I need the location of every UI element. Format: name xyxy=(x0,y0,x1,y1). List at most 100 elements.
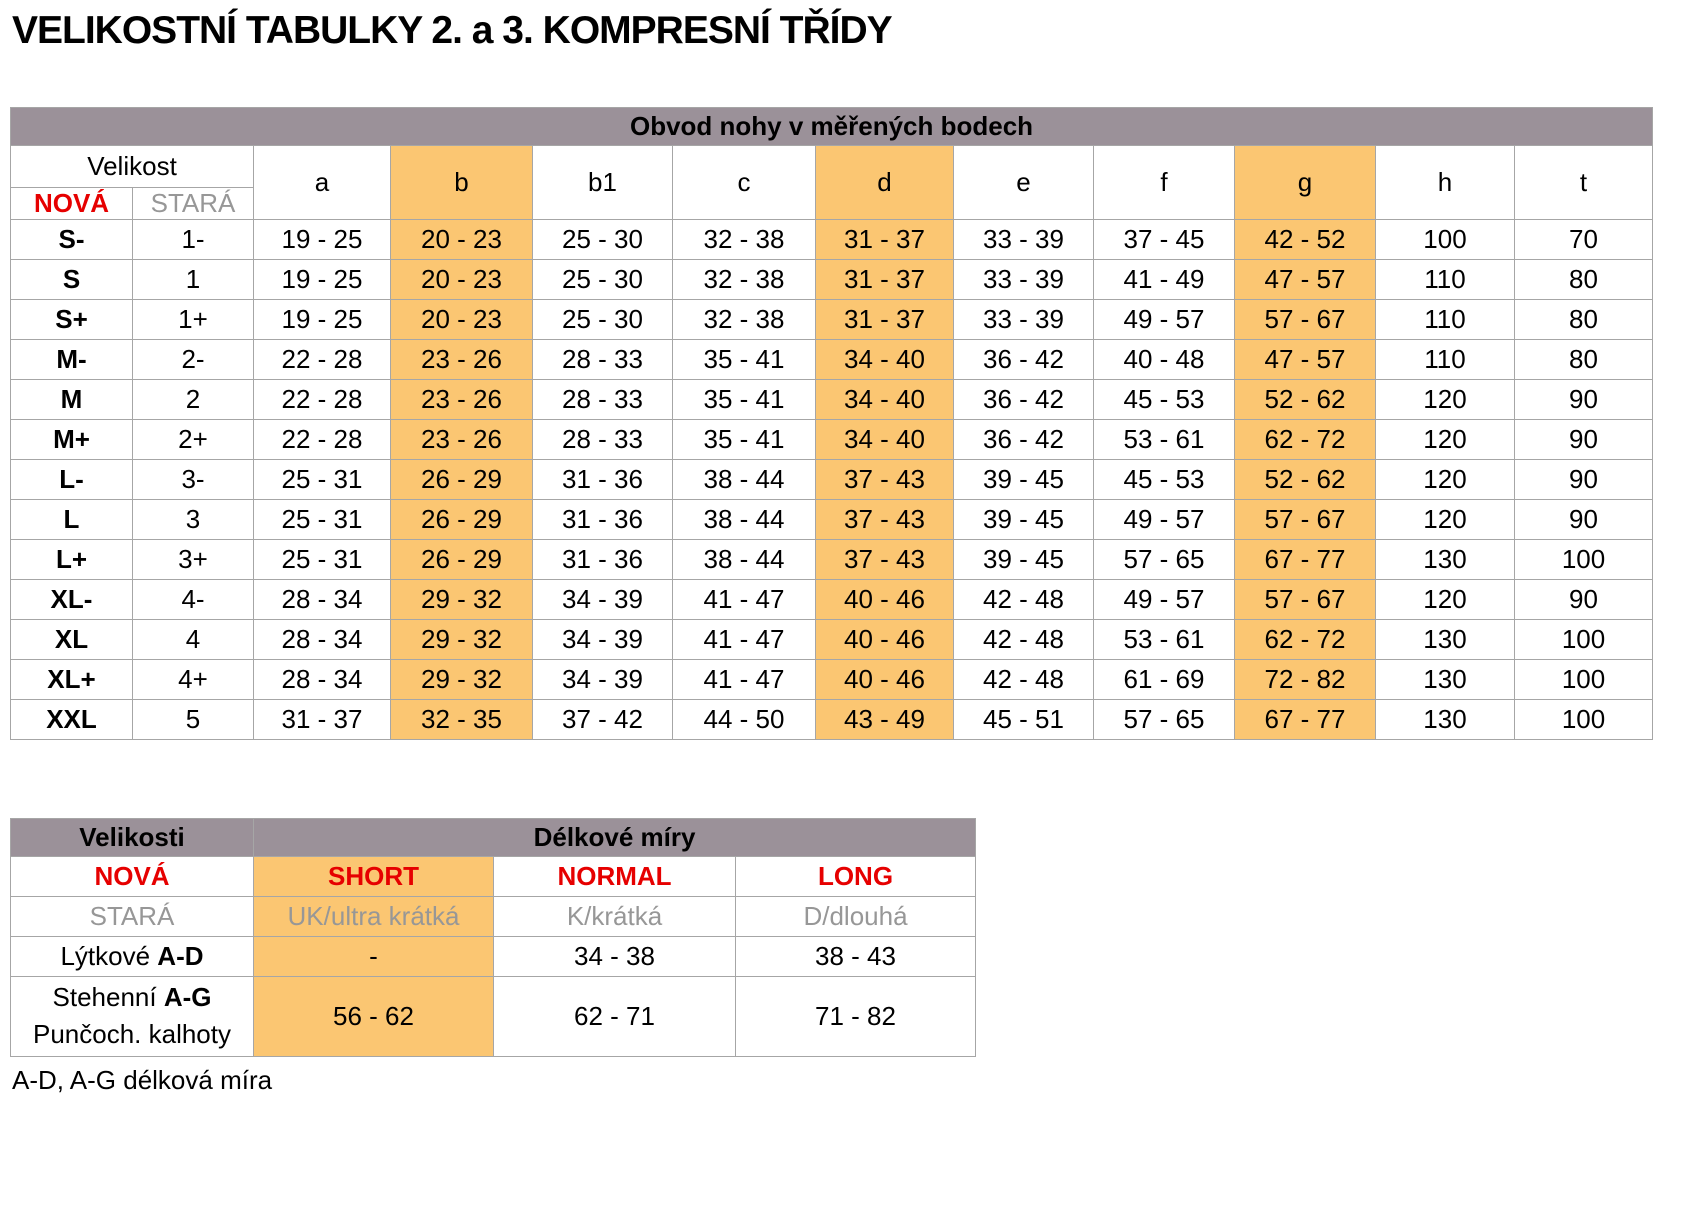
cell-d: 40 - 46 xyxy=(815,578,954,620)
cell-f: 57 - 65 xyxy=(1093,538,1235,580)
cell-c: 41 - 47 xyxy=(672,618,816,660)
cell-a: 28 - 34 xyxy=(253,618,391,660)
short-label: SHORT xyxy=(253,855,494,897)
cell-e: 33 - 39 xyxy=(953,258,1094,300)
table-row: L 3 25 - 31 26 - 29 31 - 36 38 - 44 37 - 43 39 … xyxy=(10,498,1654,540)
cell-t: 100 xyxy=(1513,698,1654,740)
cell-e: 39 - 45 xyxy=(953,458,1094,500)
cell-new: XL+ xyxy=(10,658,133,700)
size-table-letters-row: Velikost a b b1 c d e f g h t xyxy=(10,144,1654,220)
calf-label-text: Lýtkové xyxy=(60,940,158,971)
cell-d: 31 - 37 xyxy=(815,298,954,340)
cell-b: 29 - 32 xyxy=(390,658,533,700)
table-row: M+ 2+ 22 - 28 23 - 26 28 - 33 35 - 41 34 - 40 3… xyxy=(10,418,1654,460)
cell-a: 22 - 28 xyxy=(253,418,391,460)
size-table-nova-stara-row: NOVÁ STARÁ xyxy=(10,186,1653,220)
thigh-label-line1: Stehenní A-G xyxy=(12,979,253,1017)
cell-t: 100 xyxy=(1513,658,1654,700)
cell-g: 52 - 62 xyxy=(1234,458,1376,500)
cell-old: 2- xyxy=(132,338,254,380)
cell-b: 29 - 32 xyxy=(390,578,533,620)
cell-b1: 31 - 36 xyxy=(532,498,673,540)
cell-old: 3- xyxy=(132,458,254,500)
cell-b1: 25 - 30 xyxy=(532,298,673,340)
cell-c: 44 - 50 xyxy=(672,698,816,740)
cell-old: 5 xyxy=(132,698,254,740)
cell-h: 120 xyxy=(1375,578,1515,620)
cell-a: 22 - 28 xyxy=(253,378,391,420)
cell-c: 32 - 38 xyxy=(672,258,816,300)
table-row: M- 2- 22 - 28 23 - 26 28 - 33 35 - 41 34 - 40 3… xyxy=(10,338,1654,380)
cell-f: 40 - 48 xyxy=(1093,338,1235,380)
cell-g: 62 - 72 xyxy=(1234,418,1376,460)
table-row: XL 4 28 - 34 29 - 32 34 - 39 41 - 47 40 - 46 42… xyxy=(10,618,1654,660)
measure-column-header: e xyxy=(953,144,1094,220)
cell-h: 130 xyxy=(1375,698,1515,740)
cell-a: 25 - 31 xyxy=(253,538,391,580)
calf-long-value: 38 - 43 xyxy=(734,935,977,977)
cell-g: 52 - 62 xyxy=(1234,378,1376,420)
cell-a: 22 - 28 xyxy=(253,338,391,380)
size-table-caption-row: Obvod nohy v měřených bodech xyxy=(9,106,1654,146)
cell-t: 90 xyxy=(1513,498,1654,540)
cell-d: 37 - 43 xyxy=(815,458,954,500)
long-label: LONG xyxy=(734,855,977,897)
cell-g: 47 - 57 xyxy=(1234,258,1376,300)
cell-old: 1- xyxy=(132,218,254,260)
cell-t: 90 xyxy=(1513,458,1654,500)
measure-column-header: b1 xyxy=(532,144,673,220)
length-table-thigh-row: Stehenní A-G Punčoch. kalhoty 56 - 62 62… xyxy=(10,975,977,1057)
measure-column-header: d xyxy=(815,144,954,220)
cell-c: 35 - 41 xyxy=(672,378,816,420)
cell-e: 39 - 45 xyxy=(953,498,1094,540)
cell-c: 41 - 47 xyxy=(672,658,816,700)
length-table: Velikosti Délkové míry NOVÁ SHORT NORMAL… xyxy=(10,817,977,1057)
cell-f: 37 - 45 xyxy=(1093,218,1235,260)
new-label: NOVÁ xyxy=(10,855,254,897)
normal-label: NORMAL xyxy=(493,855,736,897)
cell-b: 32 - 35 xyxy=(390,698,533,740)
cell-b: 20 - 23 xyxy=(390,298,533,340)
old-normal-label: K/krátká xyxy=(493,895,736,937)
cell-g: 72 - 82 xyxy=(1234,658,1376,700)
cell-b: 23 - 26 xyxy=(390,338,533,380)
cell-c: 32 - 38 xyxy=(672,298,816,340)
cell-g: 47 - 57 xyxy=(1234,338,1376,380)
cell-a: 19 - 25 xyxy=(253,218,391,260)
table-row: XL+ 4+ 28 - 34 29 - 32 34 - 39 41 - 47 40 - 46… xyxy=(10,658,1654,700)
cell-new: S xyxy=(10,258,133,300)
cell-f: 49 - 57 xyxy=(1093,578,1235,620)
cell-b1: 31 - 36 xyxy=(532,538,673,580)
cell-new: L+ xyxy=(10,538,133,580)
cell-old: 4 xyxy=(132,618,254,660)
cell-b1: 25 - 30 xyxy=(532,218,673,260)
cell-b1: 34 - 39 xyxy=(532,658,673,700)
cell-old: 4- xyxy=(132,578,254,620)
cell-t: 90 xyxy=(1513,578,1654,620)
cell-d: 43 - 49 xyxy=(815,698,954,740)
cell-old: 1 xyxy=(132,258,254,300)
cell-d: 40 - 46 xyxy=(815,658,954,700)
calf-label-range: A-D xyxy=(157,940,204,971)
cell-b1: 31 - 36 xyxy=(532,458,673,500)
cell-b: 29 - 32 xyxy=(390,618,533,660)
cell-h: 110 xyxy=(1375,338,1515,380)
cell-new: M- xyxy=(10,338,133,380)
measure-column-header: c xyxy=(672,144,816,220)
cell-b: 23 - 26 xyxy=(390,418,533,460)
cell-old: 3 xyxy=(132,498,254,540)
cell-a: 25 - 31 xyxy=(253,458,391,500)
cell-b1: 28 - 33 xyxy=(532,338,673,380)
table-row: S+ 1+ 19 - 25 20 - 23 25 - 30 32 - 38 31 - 37 3… xyxy=(10,298,1654,340)
cell-t: 80 xyxy=(1513,298,1654,340)
cell-d: 31 - 37 xyxy=(815,258,954,300)
table-row: S- 1- 19 - 25 20 - 23 25 - 30 32 - 38 31 - 37 3… xyxy=(10,218,1654,260)
cell-f: 49 - 57 xyxy=(1093,298,1235,340)
thigh-row-label: Stehenní A-G Punčoch. kalhoty xyxy=(10,975,254,1057)
cell-f: 53 - 61 xyxy=(1093,618,1235,660)
calf-short-value: - xyxy=(253,935,494,977)
table-row: XXL 5 31 - 37 32 - 35 37 - 42 44 - 50 43 - 49 4… xyxy=(10,698,1654,740)
size-header-cell: Velikost xyxy=(10,144,254,188)
old-long-label: D/dlouhá xyxy=(734,895,977,937)
